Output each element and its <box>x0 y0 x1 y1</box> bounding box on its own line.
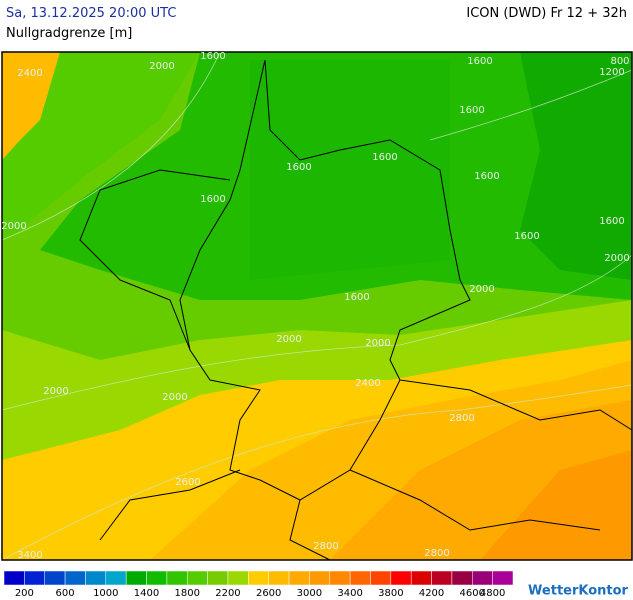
legend-swatch <box>472 570 493 586</box>
contour-label: 2000 <box>43 386 68 397</box>
legend-label: 1800 <box>175 588 200 599</box>
model-run: ICON (DWD) Fr 12 + 32h <box>466 6 627 21</box>
legend-swatch <box>288 570 310 586</box>
contour-label: 2000 <box>1 221 26 232</box>
contour-label: 3400 <box>17 550 42 561</box>
legend-label: 200 <box>15 588 34 599</box>
contour-label: 1200 <box>599 67 624 78</box>
legend-swatch <box>329 570 351 586</box>
legend-swatch <box>248 570 269 586</box>
legend-swatch <box>3 570 25 586</box>
legend-label: 3000 <box>297 588 322 599</box>
legend-label: 4600 <box>460 588 485 599</box>
contour-label: 1600 <box>286 162 311 173</box>
legend-label: 4800 <box>480 588 505 599</box>
legend-swatch <box>207 570 229 586</box>
contour-label: 1600 <box>474 171 499 182</box>
legend-swatch <box>125 570 147 586</box>
legend-label: 3800 <box>378 588 403 599</box>
logo: WetterKontor <box>528 584 629 599</box>
legend-swatch <box>410 570 432 586</box>
contour-label: 2000 <box>276 334 301 345</box>
contour-label: 2000 <box>365 338 390 349</box>
legend-swatch <box>451 570 473 586</box>
contour-label: 1600 <box>599 216 624 227</box>
contour-label: 1600 <box>200 194 225 205</box>
legend-swatch <box>85 570 107 586</box>
legend-swatch <box>309 570 331 586</box>
borders <box>79 59 633 561</box>
legend-label: 4200 <box>419 588 444 599</box>
contour-label: 2800 <box>449 413 474 424</box>
contour-label: 2000 <box>469 284 494 295</box>
contour-label: 1600 <box>200 51 225 62</box>
contour-label: 2000 <box>149 61 174 72</box>
legend-swatch <box>268 570 290 586</box>
legend-swatch <box>146 570 168 586</box>
legend-swatch <box>24 570 45 586</box>
legend-swatch <box>64 570 86 586</box>
contour-label: 1600 <box>459 105 484 116</box>
contour-label: 1600 <box>514 231 539 242</box>
contour-label: 1600 <box>467 56 492 67</box>
legend-label: 3400 <box>337 588 362 599</box>
legend-swatch <box>431 570 453 586</box>
contour-label: 2400 <box>355 378 380 389</box>
isolines <box>1 51 633 561</box>
date: Sa, 13.12.2025 20:00 UTC <box>6 6 177 21</box>
legend-swatch <box>166 570 188 586</box>
legend-label: 1400 <box>134 588 159 599</box>
contour-label: 2400 <box>17 68 42 79</box>
contour-label: 2600 <box>175 477 200 488</box>
legend-label: 600 <box>56 588 75 599</box>
map-fields <box>2 52 632 560</box>
contour-label: 1600 <box>344 292 369 303</box>
legend-swatch <box>227 570 249 586</box>
contour-label: 2800 <box>313 541 338 552</box>
legend-swatch <box>390 570 412 586</box>
legend-swatch <box>370 570 392 586</box>
contour-label: 1600 <box>372 152 397 163</box>
contour-label: 2000 <box>604 253 629 264</box>
contour-label: 2000 <box>162 392 187 403</box>
contour-label: 800 <box>610 56 629 67</box>
legend-swatch <box>44 570 66 586</box>
legend-label: 2200 <box>215 588 240 599</box>
contour-label: 2800 <box>424 548 449 559</box>
legend-label: 2600 <box>256 588 281 599</box>
legend-swatch <box>492 570 514 586</box>
legend-swatch <box>186 570 208 586</box>
legend-label: 1000 <box>93 588 118 599</box>
legend-swatch <box>105 570 127 586</box>
variable: Nullgradgrenze [m] <box>6 26 133 41</box>
map-frame <box>1 51 633 561</box>
legend-swatch <box>349 570 371 586</box>
